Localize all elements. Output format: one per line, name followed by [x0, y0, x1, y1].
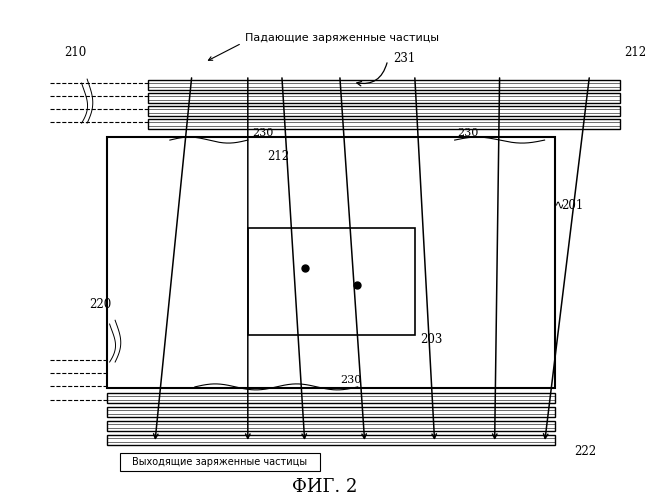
Bar [148, 80, 620, 90]
Bar [107, 421, 555, 431]
Text: 212: 212 [624, 46, 646, 59]
Text: 230: 230 [458, 128, 479, 138]
Text: 230: 230 [340, 375, 361, 385]
Text: 203: 203 [420, 334, 442, 346]
Bar [148, 93, 620, 103]
Bar [107, 393, 555, 403]
Text: 231: 231 [393, 52, 415, 64]
Bar [120, 453, 320, 471]
Text: 212: 212 [267, 150, 289, 162]
Text: Выходящие заряженные частицы: Выходящие заряженные частицы [132, 457, 307, 467]
Bar [148, 106, 620, 116]
Bar [248, 228, 415, 335]
Text: 222: 222 [575, 446, 597, 458]
Bar [107, 137, 555, 388]
Text: 210: 210 [64, 46, 86, 59]
Text: Падающие заряженные частицы: Падающие заряженные частицы [245, 33, 439, 43]
Bar [148, 119, 620, 129]
Bar [107, 435, 555, 445]
Bar [107, 407, 555, 417]
Text: 230: 230 [252, 128, 273, 138]
Text: ФИГ. 2: ФИГ. 2 [292, 478, 357, 496]
Text: 220: 220 [89, 298, 111, 312]
Text: 201: 201 [562, 198, 584, 211]
